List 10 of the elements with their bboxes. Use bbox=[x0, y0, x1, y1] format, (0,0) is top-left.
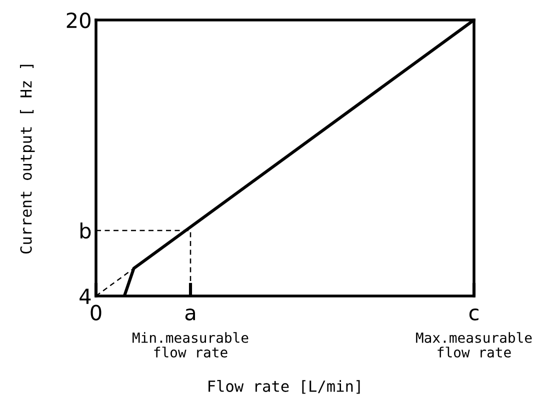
x-axis-title: Flow rate [L/min] bbox=[208, 380, 360, 394]
text: Min.measurable flow rate bbox=[132, 332, 248, 358]
y-tick-label: 4 bbox=[80, 288, 91, 304]
y-tick-label: b bbox=[80, 222, 91, 239]
text: Max.measurable flow rate bbox=[416, 332, 532, 358]
x-tick-label: c bbox=[469, 308, 478, 320]
y-tick-label: 20 bbox=[66, 12, 90, 28]
x-tick-label: 0 bbox=[90, 304, 102, 320]
x-tick-label: a bbox=[185, 308, 195, 320]
y-axis-title: Current output [ Hz ] bbox=[20, 64, 35, 254]
